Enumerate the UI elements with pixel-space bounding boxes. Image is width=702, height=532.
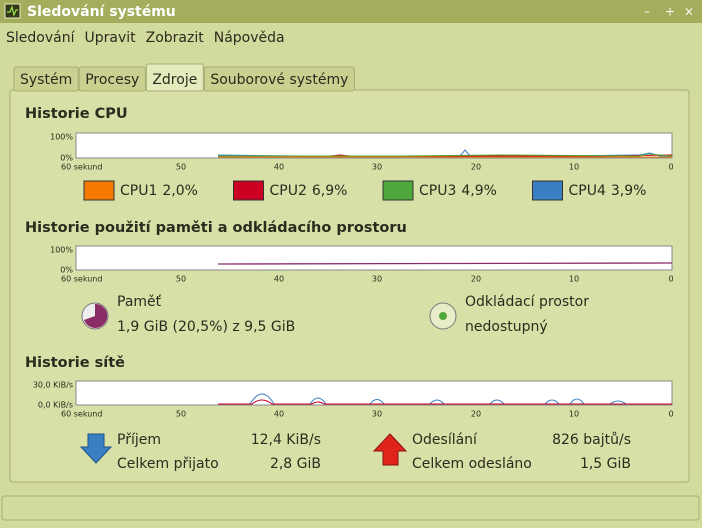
legend-label: CPU1 2,0%: [120, 183, 198, 199]
tab-label[interactable]: Souborové systémy: [210, 72, 348, 88]
tab-label[interactable]: Procesy: [85, 72, 139, 88]
tab[interactable]: [13, 66, 79, 92]
menu-item[interactable]: Zobrazit: [146, 30, 205, 46]
receive-rate: 12,4 KiB/s: [251, 432, 321, 448]
window-title: Sledování systému: [27, 4, 176, 20]
memory-graph: [75, 245, 673, 271]
menu-bar: Sledování Upravit Zobrazit Nápověda: [6, 30, 285, 46]
x-axis-label: 30: [372, 275, 382, 284]
y-axis-label: 100%: [50, 246, 73, 255]
x-axis-label: 50: [176, 163, 186, 172]
x-axis-label: 0: [668, 163, 673, 172]
receive-total-label: Celkem přijato: [117, 456, 219, 472]
send-rate: 826 bajtů/s: [552, 432, 631, 448]
x-axis-label: 30: [372, 410, 382, 419]
memory-icon-fill: [84, 303, 108, 328]
cpu-trace: [218, 153, 673, 157]
legend-label: CPU2 6,9%: [270, 183, 348, 199]
y-axis-label: 100%: [50, 133, 73, 142]
legend-value: 2,0%: [162, 183, 198, 199]
maximize-button[interactable]: +: [665, 5, 675, 19]
title-bar: [0, 0, 702, 23]
legend-label: CPU4 3,9%: [569, 183, 647, 199]
menu-item[interactable]: Nápověda: [214, 30, 285, 46]
x-axis-label: 60 sekund: [61, 163, 102, 172]
legend-name: CPU3: [419, 183, 456, 199]
tab[interactable]: [145, 63, 204, 92]
status-bar: [1, 495, 700, 521]
network-graph: [75, 380, 673, 406]
section-title: Historie použití paměti a odkládacího pr…: [25, 220, 407, 236]
tab-bar: Systém Procesy Zdroje Souborové systémy: [13, 63, 355, 92]
memory-value: 1,9 GiB (20,5%) z 9,5 GiB: [117, 319, 295, 335]
legend-swatch[interactable]: [83, 180, 115, 201]
x-axis-label: 50: [176, 410, 186, 419]
x-axis-label: 40: [274, 275, 284, 284]
legend-value: 3,9%: [611, 183, 647, 199]
y-axis-label: 0,0 KiB/s: [38, 401, 73, 410]
swap-value: nedostupný: [465, 319, 548, 335]
x-axis-label: 20: [471, 163, 481, 172]
minimize-button[interactable]: –: [644, 5, 650, 19]
tab-label[interactable]: Zdroje: [152, 72, 197, 88]
cpu-graph: [75, 132, 673, 159]
legend-name: CPU2: [270, 183, 307, 199]
x-axis-label: 10: [569, 410, 579, 419]
x-axis-label: 40: [274, 163, 284, 172]
receive-name: Příjem: [117, 432, 161, 448]
x-axis-label: 10: [569, 163, 579, 172]
legend-name: CPU1: [120, 183, 157, 199]
x-axis-label: 60 sekund: [61, 410, 102, 419]
swap-name: Odkládací prostor: [465, 294, 589, 310]
receive-icon: [79, 433, 113, 464]
legend-label: CPU3 4,9%: [419, 183, 497, 199]
x-axis-label: 0: [668, 275, 673, 284]
send-total: 1,5 GiB: [580, 456, 631, 472]
memory-trace: [217, 262, 673, 265]
memory-name: Paměť: [117, 294, 162, 310]
y-axis-label: 0%: [60, 154, 73, 163]
legend-value: 4,9%: [461, 183, 497, 199]
tab[interactable]: [203, 66, 355, 92]
menu-item[interactable]: Upravit: [84, 30, 136, 46]
x-axis-label: 50: [176, 275, 186, 284]
close-button[interactable]: ×: [684, 5, 694, 19]
x-axis-label: 0: [668, 410, 673, 419]
send-icon: [372, 433, 408, 466]
legend-swatch[interactable]: [233, 180, 264, 201]
network-trace: [218, 399, 672, 405]
legend-swatch[interactable]: [532, 180, 563, 201]
legend-swatch[interactable]: [382, 180, 414, 201]
x-axis-label: 30: [372, 163, 382, 172]
legend-value: 6,9%: [312, 183, 348, 199]
x-axis-label: 20: [471, 275, 481, 284]
x-axis-label: 20: [471, 410, 481, 419]
y-axis-label: 0%: [60, 266, 73, 275]
x-axis-label: 40: [274, 410, 284, 419]
receive-total: 2,8 GiB: [270, 456, 321, 472]
cpu-legend: CPU1 2,0% CPU2 6,9% CPU3 4,9% CPU4 3,9%: [83, 180, 647, 201]
swap-icon-dot: [439, 312, 447, 320]
section-title: Historie CPU: [25, 106, 128, 122]
app-icon-graph: [7, 5, 18, 17]
x-axis-label: 10: [569, 275, 579, 284]
y-axis-label: 30,0 KiB/s: [33, 381, 73, 390]
section-title: Historie sítě: [25, 355, 125, 371]
send-total-label: Celkem odesláno: [412, 456, 532, 472]
tab[interactable]: [78, 66, 146, 92]
x-axis-label: 60 sekund: [61, 275, 102, 284]
legend-name: CPU4: [569, 183, 606, 199]
menu-item[interactable]: Sledování: [6, 30, 76, 46]
tab-label[interactable]: Systém: [20, 72, 72, 88]
send-name: Odesílání: [412, 432, 478, 448]
